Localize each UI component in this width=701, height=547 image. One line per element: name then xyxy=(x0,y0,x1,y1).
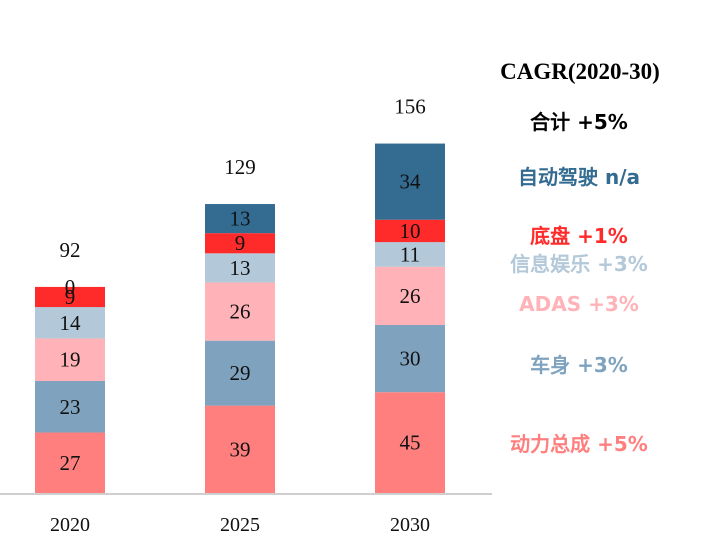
legend-series-name: 动力总成 xyxy=(510,432,590,456)
x-tick-2025: 2025 xyxy=(220,514,260,536)
legend-title: CAGR(2020-30) xyxy=(500,59,660,84)
data-label-0-2030: 45 xyxy=(400,431,421,455)
bar-segment-5-2025 xyxy=(205,204,275,234)
legend-total: 合计 +5% xyxy=(530,110,628,134)
data-label-1-2025: 29 xyxy=(230,361,251,385)
bar-segment-4-2025 xyxy=(205,233,275,254)
total-label-2030: 156 xyxy=(394,95,426,119)
data-label-1-2030: 30 xyxy=(400,347,421,371)
data-label-5-2025: 13 xyxy=(230,207,251,231)
legend-series-name: 信息娱乐 xyxy=(510,252,590,276)
legend-series-cagr: +3% xyxy=(577,353,628,377)
bar-segment-4-2020 xyxy=(35,286,105,308)
legend-total-label: 合计 xyxy=(530,110,570,134)
legend-series-cagr: +3% xyxy=(597,252,648,276)
bar-segment-0-2030 xyxy=(375,392,445,493)
x-tick-2020: 2020 xyxy=(50,514,90,536)
legend-series-cagr: +1% xyxy=(577,224,628,248)
bar-segment-3-2025 xyxy=(205,253,275,283)
bar-segment-1-2025 xyxy=(205,340,275,406)
legend-series-cagr: n/a xyxy=(605,165,640,189)
x-tick-2030: 2030 xyxy=(390,514,430,536)
total-label-2020: 92 xyxy=(60,238,81,262)
bar-segment-4-2030 xyxy=(375,219,445,243)
data-label-3-2020: 14 xyxy=(60,311,82,335)
bar-segment-0-2025 xyxy=(205,405,275,493)
bar-segment-2-2025 xyxy=(205,282,275,341)
data-label-1-2020: 23 xyxy=(60,395,81,419)
legend-series-cagr: +3% xyxy=(588,292,639,316)
data-label-3-2025: 13 xyxy=(230,256,251,280)
data-label-4-2025: 9 xyxy=(235,231,246,255)
data-label-5-2020: 0 xyxy=(65,275,76,299)
legend-item-4: 底盘 +1% xyxy=(530,224,628,248)
legend-series-name: 车身 xyxy=(530,353,570,377)
bar-segment-1-2020 xyxy=(35,381,105,433)
svg-text:合计 +5%: 合计 +5% xyxy=(530,110,628,134)
data-label-0-2020: 27 xyxy=(60,451,81,475)
legend-series-name: ADAS xyxy=(519,292,581,316)
legend-series-cagr: +5% xyxy=(597,432,648,456)
legend-item-1: 车身 +3% xyxy=(530,353,628,377)
legend-series-name: 底盘 xyxy=(530,224,570,248)
data-label-0-2025: 39 xyxy=(230,437,251,461)
legend-series-name: 自动驾驶 xyxy=(518,165,598,189)
bar-segment-2-2020 xyxy=(35,338,105,381)
bar-segment-0-2020 xyxy=(35,432,105,493)
data-label-2-2020: 19 xyxy=(60,348,81,372)
legend-item-3: 信息娱乐 +3% xyxy=(510,252,648,276)
data-label-4-2020: 9 xyxy=(65,285,76,309)
legend-total-cagr: +5% xyxy=(577,110,628,134)
legend-item-0: 动力总成 +5% xyxy=(510,432,648,456)
data-label-4-2030: 10 xyxy=(400,219,421,243)
bar-segment-3-2030 xyxy=(375,242,445,267)
bar-segment-2-2030 xyxy=(375,266,445,325)
total-label-2025: 129 xyxy=(224,155,256,179)
legend-item-2: ADAS +3% xyxy=(519,292,639,316)
legend-item-5: 自动驾驶 n/a xyxy=(518,165,640,189)
data-label-2-2030: 26 xyxy=(400,284,421,308)
bar-segment-1-2030 xyxy=(375,325,445,393)
data-label-3-2030: 11 xyxy=(400,242,420,266)
bar-segment-3-2020 xyxy=(35,307,105,339)
data-label-5-2030: 34 xyxy=(400,170,422,194)
bar-segment-5-2030 xyxy=(375,143,445,220)
data-label-2-2025: 26 xyxy=(230,300,251,324)
